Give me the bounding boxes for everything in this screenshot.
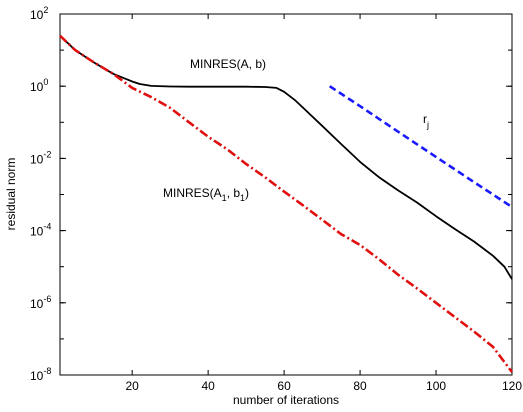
x-tick-label: 40 [201,379,215,393]
y-tick-base: 10 [30,369,44,383]
annotation-minres1-sub-b: 1 [240,193,245,203]
x-tick-label: 100 [426,379,446,393]
annotation-minres1: MINRES(A1, b1) [163,186,249,203]
y-tick-label: 10-4 [30,222,51,239]
y-tick-exponent: 0 [43,77,48,87]
y-tick-base: 10 [30,152,44,166]
y-tick-base: 10 [30,8,44,22]
y-tick-exponent: -6 [43,294,51,304]
annotation-minres1-sub-a: 1 [222,193,227,203]
annotation-minres1-c: ) [245,186,249,200]
x-tick-label: 20 [125,379,139,393]
y-tick-exponent: -4 [43,222,51,232]
x-tick-label: 80 [353,379,367,393]
annotation-minres1-b: , b [227,186,241,200]
y-tick-exponent: 2 [43,5,48,15]
series-line-3 [328,85,513,209]
series-line-2 [59,34,514,373]
y-tick-label: 100 [30,77,48,94]
y-tick-exponent: -8 [43,366,51,376]
x-axis-label: number of iterations [233,393,339,407]
x-tick-label: 60 [277,379,291,393]
annotation-rj: rj [423,112,429,130]
y-tick-label: 10-8 [30,366,51,383]
y-axis-label: residual norm [4,158,18,231]
y-tick-label: 10-2 [30,149,51,166]
y-tick-label: 10-6 [30,294,51,311]
y-tick-label: 102 [30,5,48,22]
series-lines [59,34,514,373]
y-tick-base: 10 [30,80,44,94]
annotation-minres: MINRES(A, b) [190,57,266,71]
annotation-minres1-a: MINRES(A [163,186,222,200]
y-tick-exponent: -2 [43,149,51,159]
x-tick-label: 120 [502,379,522,393]
y-tick-base: 10 [30,297,44,311]
annotation-rj-r: r [423,112,427,126]
y-tick-base: 10 [30,225,44,239]
annotation-rj-sub: j [426,120,429,130]
series-line-1 [59,35,513,280]
